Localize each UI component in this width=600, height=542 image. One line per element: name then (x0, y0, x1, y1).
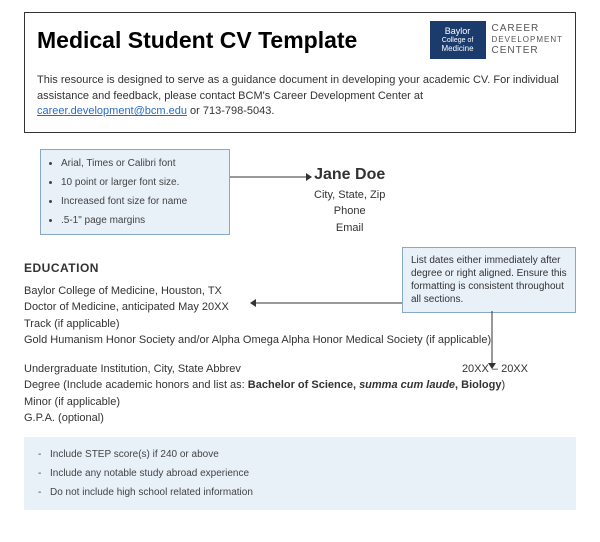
degree-suffix: ) (502, 379, 506, 391)
tip-item: Arial, Times or Calibri font (61, 158, 219, 169)
applicant-email: Email (314, 220, 385, 237)
footer-tip-item: Include any notable study abroad experie… (50, 464, 566, 483)
applicant-phone: Phone (314, 203, 385, 220)
footer-tip-item: Include STEP score(s) if 240 or above (50, 445, 566, 464)
contact-email-link[interactable]: career.development@bcm.edu (37, 105, 187, 117)
cc-line3: CENTER (492, 45, 563, 57)
edu-track: Track (if applicable) (24, 316, 576, 333)
baylor-logo: Baylor College of Medicine (430, 21, 486, 59)
page-title: Medical Student CV Template (37, 27, 357, 54)
undergrad-dates: 20XX – 20XX (462, 361, 576, 378)
degree-bold2: , Biology (455, 379, 501, 391)
footer-tip-item: Do not include high school related infor… (50, 483, 566, 502)
desc-prefix: This resource is designed to serve as a … (37, 74, 559, 101)
undergrad-gpa: G.P.A. (optional) (24, 410, 576, 427)
undergrad-institution: Undergraduate Institution, City, State A… (24, 361, 241, 378)
applicant-name: Jane Doe (314, 163, 385, 187)
tip-item: .5-1" page margins (61, 215, 219, 226)
header-top: Medical Student CV Template Baylor Colle… (37, 21, 563, 59)
logo-line3: Medicine (436, 45, 480, 54)
arrow-tips-to-name (230, 172, 312, 182)
footer-tips-box: Include STEP score(s) if 240 or above In… (24, 437, 576, 510)
header-box: Medical Student CV Template Baylor Colle… (24, 12, 576, 133)
edu-honors: Gold Humanism Honor Society and/or Alpha… (24, 332, 576, 349)
undergrad-minor: Minor (if applicable) (24, 394, 576, 411)
degree-prefix: Degree (Include academic honors and list… (24, 379, 248, 391)
degree-bold: Bachelor of Science, (248, 379, 359, 391)
date-format-note: List dates either immediately after degr… (402, 247, 576, 313)
header-description: This resource is designed to serve as a … (37, 73, 563, 119)
career-center-label: CAREER DEVELOPMENT CENTER (492, 23, 563, 57)
format-tips-box: Arial, Times or Calibri font 10 point or… (40, 149, 230, 235)
name-block: Jane Doe City, State, Zip Phone Email (314, 163, 385, 237)
desc-suffix: or 713-798-5043. (187, 105, 274, 117)
logo-line1: Baylor (436, 27, 480, 37)
tip-item: 10 point or larger font size. (61, 177, 219, 188)
undergrad-degree-line: Degree (Include academic honors and list… (24, 377, 576, 394)
mid-row: Arial, Times or Calibri font 10 point or… (24, 149, 576, 249)
cc-line1: CAREER (492, 23, 563, 35)
undergrad-row: Undergraduate Institution, City, State A… (24, 361, 576, 378)
applicant-city: City, State, Zip (314, 187, 385, 204)
education-section: EDUCATION Baylor College of Medicine, Ho… (24, 261, 576, 427)
degree-italic: summa cum laude (359, 379, 455, 391)
logo-block: Baylor College of Medicine CAREER DEVELO… (430, 21, 563, 59)
tip-item: Increased font size for name (61, 196, 219, 207)
cc-line2: DEVELOPMENT (492, 35, 563, 45)
